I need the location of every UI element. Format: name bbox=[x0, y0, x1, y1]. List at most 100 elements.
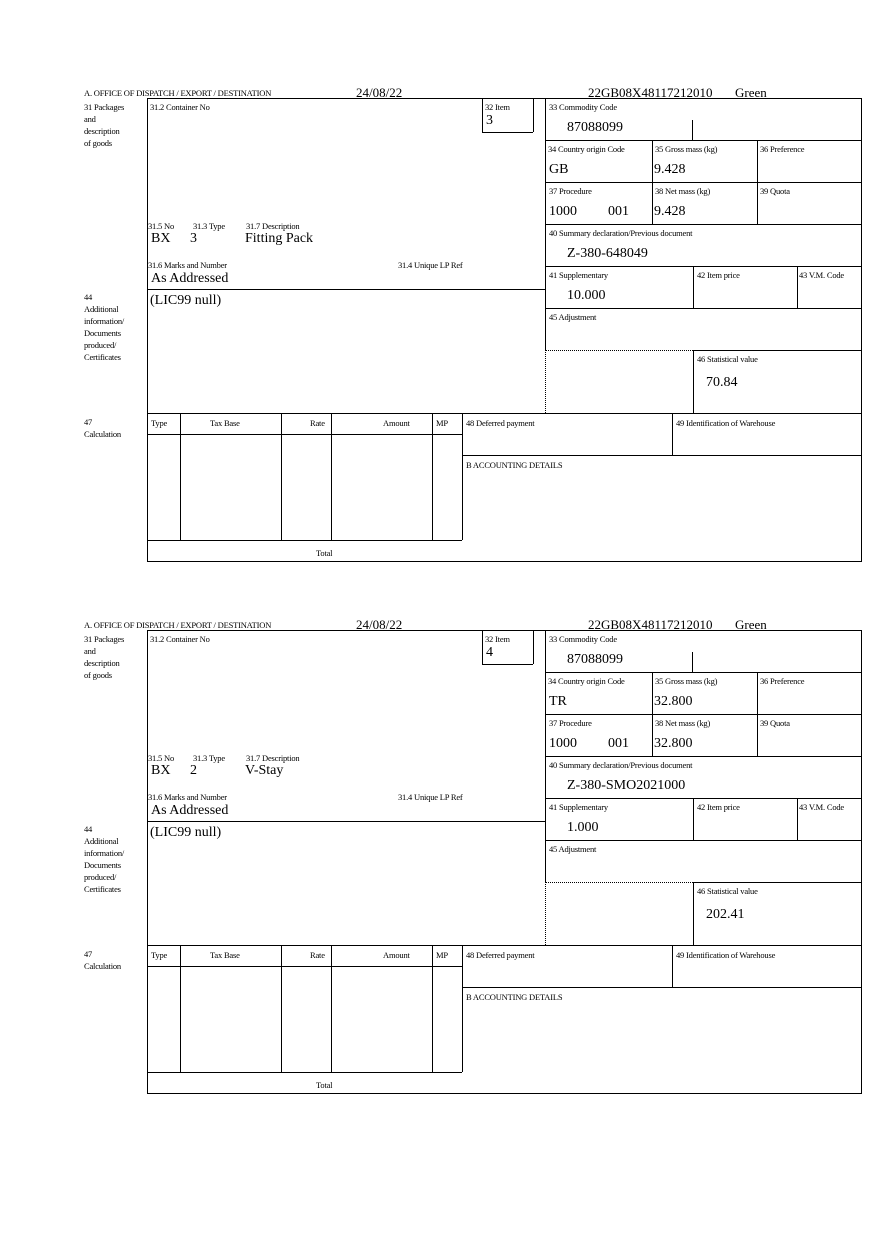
form-rule-line bbox=[545, 224, 862, 225]
reference-number: 22GB08X48117212010 bbox=[588, 617, 713, 632]
form-rule-line bbox=[545, 182, 862, 183]
commodity-code-label: 33 Commodity Code bbox=[549, 102, 617, 112]
form-rule-line bbox=[545, 714, 862, 715]
form-rule-line bbox=[147, 945, 862, 946]
form-rule-line bbox=[147, 561, 862, 562]
form-rule-line bbox=[545, 672, 862, 673]
summary-decl-label: 40 Summary declaration/Previous document bbox=[549, 760, 693, 770]
accounting-label: B ACCOUNTING DETAILS bbox=[466, 460, 563, 470]
form-rule-line bbox=[652, 140, 653, 224]
form-rule-line bbox=[545, 266, 862, 267]
form-rule-line bbox=[331, 945, 332, 1072]
additional-info-label: 44 Additional information/ Documents pro… bbox=[84, 824, 125, 894]
office-label: A. OFFICE OF DISPATCH / EXPORT / DESTINA… bbox=[84, 88, 272, 98]
commodity-code-value: 87088099 bbox=[567, 120, 623, 135]
gross-mass-label: 35 Gross mass (kg) bbox=[655, 676, 718, 686]
form-rule-line bbox=[180, 945, 181, 1072]
form-rule-line bbox=[147, 98, 148, 561]
form-rule-line bbox=[545, 798, 862, 799]
form-rule-line bbox=[672, 413, 673, 455]
col-tax-base: Tax Base bbox=[210, 950, 240, 960]
form-rule-line bbox=[432, 413, 433, 540]
additional-info-value: (LIC99 null) bbox=[150, 825, 222, 840]
date: 24/08/22 bbox=[356, 85, 403, 100]
container-no-label: 31.2 Container No bbox=[150, 634, 210, 644]
form-rule-line bbox=[545, 350, 693, 351]
form-rule-line bbox=[462, 413, 463, 540]
form-rule-line bbox=[672, 945, 673, 987]
form-rule-line bbox=[147, 966, 462, 967]
additional-info-label: 44 Additional information/ Documents pro… bbox=[84, 292, 125, 362]
warehouse-label: 49 Identification of Warehouse bbox=[676, 950, 776, 960]
form-rule-line bbox=[482, 664, 533, 665]
form-rule-line bbox=[545, 140, 862, 141]
statistical-value-label: 46 Statistical value bbox=[697, 886, 758, 896]
vm-code-label: 43 V.M. Code bbox=[799, 270, 844, 280]
calculation-label: 47 Calculation bbox=[84, 949, 121, 971]
form-rule-line bbox=[757, 672, 758, 756]
total-label: Total bbox=[316, 548, 333, 558]
form-rule-line bbox=[281, 945, 282, 1072]
form-rule-line bbox=[861, 98, 862, 561]
form-rule-line bbox=[545, 882, 693, 883]
net-mass-label: 38 Net mass (kg) bbox=[655, 186, 711, 196]
form-rule-line bbox=[693, 882, 694, 945]
commodity-code-label: 33 Commodity Code bbox=[549, 634, 617, 644]
item-price-label: 42 Item price bbox=[697, 802, 740, 812]
procedure-label: 37 Procedure bbox=[549, 186, 592, 196]
pkg-type-value: 2 bbox=[190, 763, 197, 778]
procedure-label: 37 Procedure bbox=[549, 718, 592, 728]
col-mp: MP bbox=[436, 950, 448, 960]
form-rule-line bbox=[462, 945, 463, 1072]
commodity-code-value: 87088099 bbox=[567, 652, 623, 667]
quota-label: 39 Quota bbox=[760, 186, 790, 196]
office-label: A. OFFICE OF DISPATCH / EXPORT / DESTINA… bbox=[84, 620, 272, 630]
item-value: 3 bbox=[486, 113, 493, 128]
col-mp: MP bbox=[436, 418, 448, 428]
supplementary-label: 41 Supplementary bbox=[549, 270, 608, 280]
form-rule-line bbox=[693, 798, 694, 840]
form-rule-line bbox=[482, 98, 483, 132]
form-rule-line bbox=[545, 756, 862, 757]
marks-value: As Addressed bbox=[151, 271, 229, 286]
summary-decl-label: 40 Summary declaration/Previous document bbox=[549, 228, 693, 238]
pkg-no-value: BX bbox=[151, 763, 171, 778]
procedure-ext-value: 001 bbox=[608, 204, 629, 219]
form-rule-line bbox=[147, 1093, 862, 1094]
accounting-label: B ACCOUNTING DETAILS bbox=[466, 992, 563, 1002]
form-rule-line bbox=[693, 350, 862, 351]
form-rule-line bbox=[462, 455, 862, 456]
form-rule-line bbox=[147, 630, 862, 631]
form-rule-line bbox=[693, 266, 694, 308]
gross-mass-value: 32.800 bbox=[654, 694, 693, 709]
packages-label: 31 Packages and description of goods bbox=[84, 102, 125, 148]
form-rule-line bbox=[545, 882, 546, 945]
summary-decl-value: Z-380-648049 bbox=[567, 246, 648, 261]
pkg-type-label: 31.3 Type bbox=[193, 221, 225, 231]
deferred-payment-label: 48 Deferred payment bbox=[466, 950, 535, 960]
unique-lp-label: 31.4 Unique LP Ref bbox=[398, 260, 463, 270]
container-no-label: 31.2 Container No bbox=[150, 102, 210, 112]
declaration-item-form: A. OFFICE OF DISPATCH / EXPORT / DESTINA… bbox=[0, 617, 882, 1098]
form-rule-line bbox=[545, 308, 862, 309]
warehouse-label: 49 Identification of Warehouse bbox=[676, 418, 776, 428]
supplementary-value: 1.000 bbox=[567, 820, 599, 835]
adjustment-label: 45 Adjustment bbox=[549, 844, 597, 854]
form-rule-line bbox=[281, 413, 282, 540]
route-status: Green bbox=[735, 85, 767, 100]
item-label: 32 Item bbox=[485, 634, 510, 644]
form-rule-line bbox=[797, 798, 798, 840]
supplementary-value: 10.000 bbox=[567, 288, 606, 303]
form-rule-line bbox=[757, 140, 758, 224]
form-rule-line bbox=[545, 350, 546, 413]
form-rule-line bbox=[147, 434, 462, 435]
col-amount: Amount bbox=[383, 950, 410, 960]
preference-label: 36 Preference bbox=[760, 144, 805, 154]
form-rule-line bbox=[482, 132, 533, 133]
adjustment-label: 45 Adjustment bbox=[549, 312, 597, 322]
packages-label: 31 Packages and description of goods bbox=[84, 634, 125, 680]
net-mass-value: 9.428 bbox=[654, 204, 686, 219]
form-rule-line bbox=[147, 98, 862, 99]
unique-lp-label: 31.4 Unique LP Ref bbox=[398, 792, 463, 802]
